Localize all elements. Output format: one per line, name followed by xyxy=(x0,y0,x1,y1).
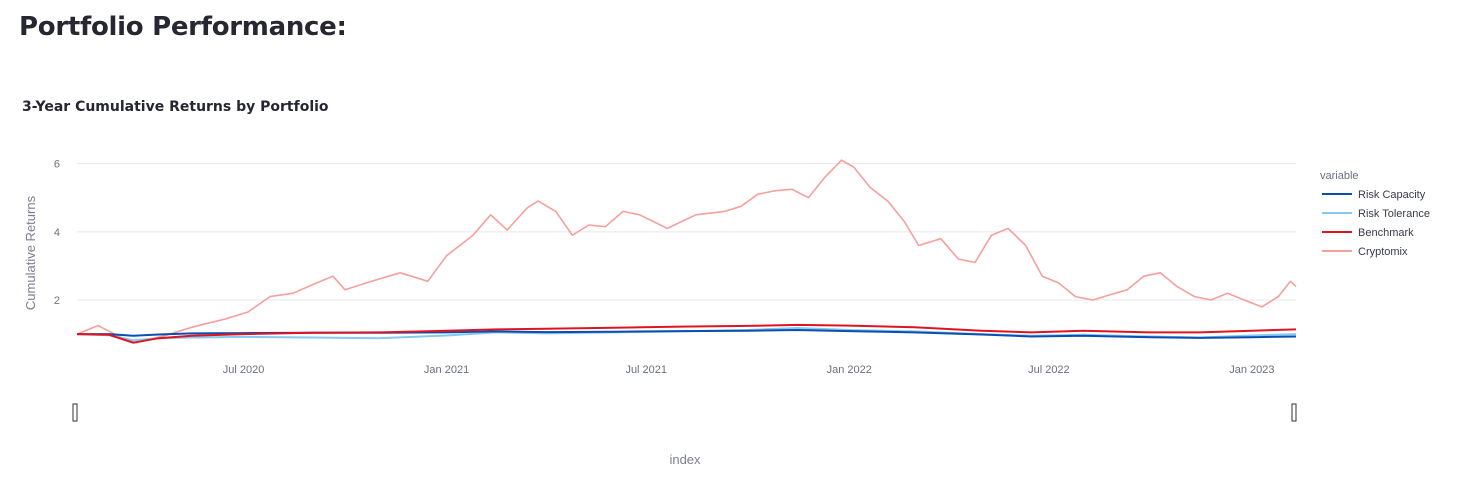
x-tick-label: Jul 2021 xyxy=(625,364,667,376)
page-title: Portfolio Performance: xyxy=(19,12,347,42)
legend[interactable]: variable Risk Capacity Risk Tolerance Benc… xyxy=(1320,170,1430,258)
legend-item-cryptomix[interactable]: Cryptomix xyxy=(1358,246,1408,258)
legend-item-risk-tolerance[interactable]: Risk Tolerance xyxy=(1358,208,1430,220)
y-axis-ticks: 2 4 6 xyxy=(54,159,60,307)
series-lines[interactable] xyxy=(76,159,1297,344)
range-slider[interactable] xyxy=(72,403,1297,422)
y-tick-label: 2 xyxy=(54,295,60,307)
x-tick-label: Jan 2021 xyxy=(424,364,469,376)
x-tick-label: Jan 2022 xyxy=(827,364,872,376)
legend-title: variable xyxy=(1320,170,1359,182)
range-slider-left-handle[interactable] xyxy=(72,403,78,422)
chart-title: 3-Year Cumulative Returns by Portfolio xyxy=(22,99,329,115)
y-axis-title: Cumulative Returns xyxy=(23,195,38,310)
series-line-risk-capacity[interactable] xyxy=(77,329,1297,339)
x-tick-label: Jul 2020 xyxy=(223,364,265,376)
x-axis-title: index xyxy=(669,452,701,467)
x-tick-label: Jul 2022 xyxy=(1028,364,1070,376)
series-line-benchmark[interactable] xyxy=(76,323,1297,344)
legend-item-risk-capacity[interactable]: Risk Capacity xyxy=(1358,189,1426,201)
y-tick-label: 4 xyxy=(54,227,60,239)
x-tick-label: Jan 2023 xyxy=(1229,364,1274,376)
grid-lines xyxy=(77,163,1296,301)
y-tick-label: 6 xyxy=(54,159,60,171)
series-line-cryptomix[interactable] xyxy=(76,159,1297,344)
legend-item-benchmark[interactable]: Benchmark xyxy=(1358,227,1414,239)
range-slider-right-handle[interactable] xyxy=(1291,403,1297,422)
x-axis-ticks: Jul 2020 Jan 2021 Jul 2021 Jan 2022 Jul 2022… xyxy=(223,364,1275,376)
